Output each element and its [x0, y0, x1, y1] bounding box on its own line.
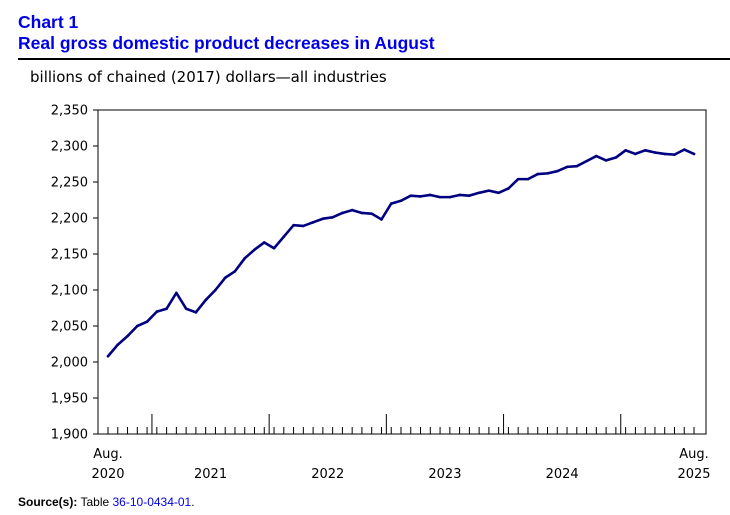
data-point: [438, 195, 442, 199]
x-tick-label-year: 2023: [428, 467, 461, 482]
data-point: [516, 177, 520, 181]
data-point: [321, 217, 325, 221]
data-point: [468, 194, 471, 197]
data-point: [360, 211, 364, 215]
y-axis-unit-label: billions of chained (2017) dollars—all i…: [30, 68, 387, 86]
y-tick-label: 1,950: [51, 392, 88, 407]
header-divider: [18, 58, 730, 60]
data-point: [458, 193, 461, 197]
data-point: [233, 269, 237, 273]
data-point: [624, 149, 627, 152]
x-tick-label-year: 2021: [194, 467, 227, 482]
y-tick-label: 1,900: [51, 428, 88, 443]
data-point: [487, 189, 491, 192]
chart-title: Real gross domestic product decreases in…: [18, 33, 435, 53]
data-point: [526, 177, 530, 181]
data-point: [477, 191, 481, 195]
data-point: [634, 152, 637, 156]
data-point: [253, 248, 256, 251]
x-tick-label-year: 2025: [677, 467, 710, 482]
data-point: [673, 153, 676, 156]
x-tick-label-year: 2024: [546, 467, 579, 482]
data-point: [282, 235, 286, 239]
data-point: [663, 152, 666, 156]
y-tick-label: 2,250: [51, 176, 88, 191]
y-tick-label: 2,100: [51, 284, 88, 299]
x-tick-label-year: 2022: [311, 467, 344, 482]
x-tick-label-month: Aug.: [93, 447, 123, 462]
data-point: [682, 148, 686, 151]
data-point: [565, 165, 569, 169]
data-point: [302, 224, 305, 228]
data-point: [155, 310, 159, 313]
data-point: [214, 288, 217, 292]
data-point: [497, 191, 500, 195]
source-table-link[interactable]: 36-10-0434-01: [112, 495, 192, 509]
x-axis: Aug. 2020 2021 2022 2023 2024 Aug. 2025: [91, 414, 711, 482]
data-point: [575, 164, 579, 168]
data-point: [692, 152, 696, 156]
y-tick-label: 2,350: [51, 104, 88, 119]
source-note: Source(s): Table 36-10-0434-01.: [18, 495, 195, 509]
data-point: [604, 159, 608, 162]
data-point: [429, 193, 432, 197]
data-point: [184, 307, 188, 311]
data-point: [243, 257, 247, 260]
data-point: [350, 208, 354, 212]
data-point: [341, 211, 344, 215]
series-line: [106, 148, 696, 358]
data-point: [136, 324, 139, 328]
data-point: [399, 199, 403, 203]
data-point: [409, 194, 413, 197]
x-tick-label-month: Aug.: [679, 447, 709, 462]
series-layer: [106, 148, 696, 358]
source-label: Source(s):: [18, 495, 78, 509]
data-point: [126, 334, 129, 338]
data-point: [614, 156, 618, 159]
source-suffix: .: [191, 495, 195, 509]
y-axis: 1,900 1,950 2,000 2,050 2,100 2,150 2,200 2,250…: [51, 104, 98, 443]
chart-number: Chart 1: [18, 12, 79, 32]
y-tick-label: 2,000: [51, 356, 88, 371]
data-point: [507, 187, 510, 190]
data-point: [116, 343, 120, 347]
data-point: [555, 169, 559, 173]
source-text: Table: [80, 495, 110, 509]
data-point: [204, 298, 207, 302]
data-point: [595, 154, 598, 158]
y-tick-label: 2,300: [51, 140, 88, 155]
data-point: [331, 215, 334, 219]
y-tick-label: 2,050: [51, 320, 88, 335]
data-point: [262, 241, 266, 244]
data-point: [380, 218, 383, 221]
y-tick-label: 2,200: [51, 212, 88, 227]
data-point: [311, 221, 315, 224]
data-point: [536, 172, 540, 176]
data-point: [653, 151, 657, 154]
data-point: [643, 149, 647, 152]
data-point: [194, 311, 198, 314]
data-point: [370, 212, 374, 215]
data-point: [292, 223, 295, 227]
data-point: [546, 172, 549, 175]
plot-frame: [97, 109, 707, 435]
y-tick-label: 2,150: [51, 248, 88, 263]
x-tick-label-year: 2020: [91, 467, 124, 482]
data-point: [106, 354, 110, 358]
data-point: [223, 276, 227, 280]
data-point: [585, 159, 588, 163]
data-point: [419, 195, 422, 198]
data-point: [448, 195, 452, 199]
chart-header: Chart 1 Real gross domestic product decr…: [18, 12, 435, 54]
data-point: [165, 307, 168, 311]
data-point: [389, 202, 393, 205]
data-point: [272, 246, 276, 250]
data-point: [175, 291, 178, 295]
data-point: [145, 320, 149, 323]
